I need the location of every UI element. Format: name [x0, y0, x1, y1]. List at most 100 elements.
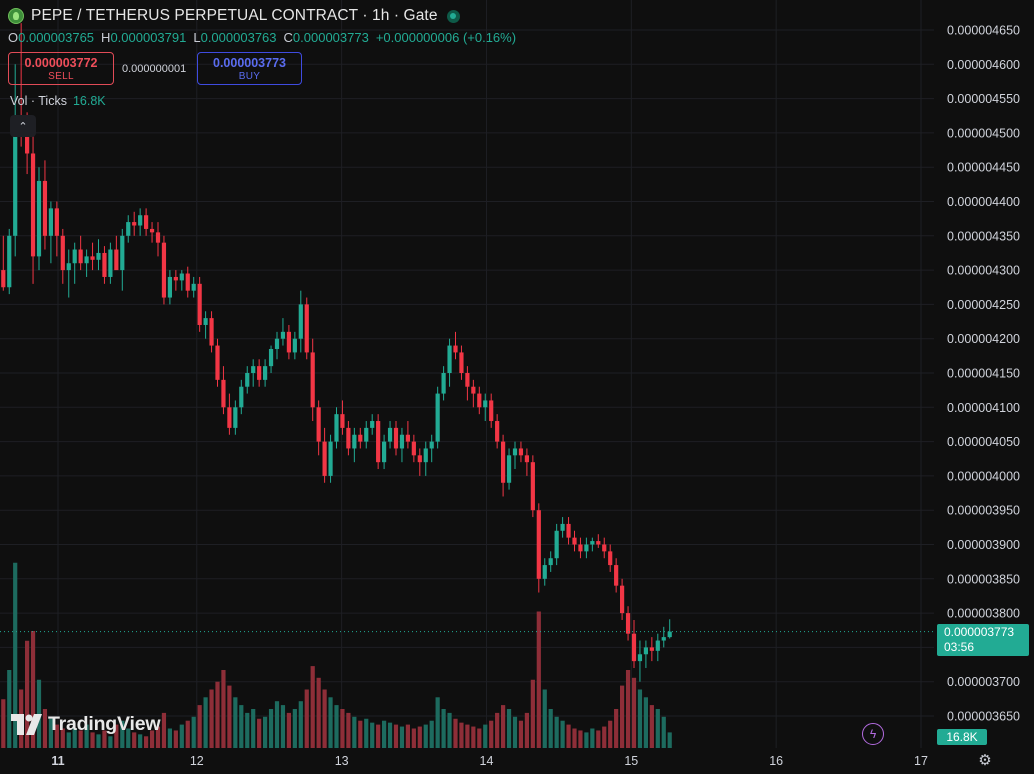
volume-bar — [149, 730, 155, 748]
price-tick-label: 0.000004300 — [947, 264, 1020, 278]
volume-bar — [608, 720, 613, 748]
candle — [310, 338, 315, 422]
symbol-title[interactable]: PEPE / TETHERUS PERPETUAL CONTRACT · 1h … — [31, 7, 438, 24]
volume-bar — [233, 697, 238, 748]
volume-bar — [179, 724, 184, 748]
volume-bar — [114, 724, 119, 748]
volume-legend-value: 16.8K — [72, 94, 106, 108]
volume-bar — [316, 677, 321, 748]
time-tick-label: 17 — [914, 754, 928, 768]
candle — [643, 640, 648, 668]
candle — [584, 537, 589, 559]
candle — [453, 331, 458, 360]
close-label: C — [283, 30, 293, 45]
flash-icon: ϟ — [869, 727, 877, 741]
volume-bar — [649, 705, 654, 748]
close-value: 0.000003773 — [292, 30, 369, 45]
tradingview-logo[interactable]: TradingView — [11, 713, 161, 736]
volume-bar — [447, 712, 452, 748]
volume-bar — [286, 712, 291, 748]
volume-bar — [280, 705, 286, 748]
price-tick-label: 0.000004400 — [947, 195, 1020, 209]
candle — [447, 338, 452, 387]
volume-bar — [274, 701, 280, 748]
price-axis[interactable]: 0.000004650 0.000004600 0.000004550 0.00000… — [947, 24, 1020, 724]
volume-bar — [346, 712, 351, 748]
volume-bar — [120, 720, 125, 748]
volume-bar — [138, 734, 143, 748]
candle — [90, 242, 95, 271]
volume-bar — [560, 720, 565, 748]
candle — [483, 393, 488, 422]
time-axis[interactable]: 11 12 13 14 15 16 17 — [51, 754, 928, 768]
volume-bar — [501, 705, 506, 748]
volume-bar — [334, 705, 339, 748]
candle — [298, 290, 303, 353]
volume-bar — [435, 697, 440, 748]
volume-bar — [459, 722, 464, 748]
volume-bar — [584, 732, 589, 748]
volume-bar — [483, 724, 488, 748]
volume-bar — [423, 724, 428, 748]
candle — [471, 379, 476, 408]
candle — [316, 400, 321, 456]
volume-bar — [411, 728, 416, 748]
time-tick-label: 16 — [769, 754, 783, 768]
bar-countdown: 03:56 — [944, 640, 975, 654]
tradingview-logo-text: TradingView — [48, 713, 161, 735]
candle — [203, 311, 208, 339]
ohlc-legend: O0.000003765 H0.000003791 L0.000003763 C… — [8, 30, 516, 45]
volume-bar — [364, 718, 369, 748]
price-tick-label: 0.000003900 — [947, 538, 1020, 552]
volume-bar — [554, 716, 559, 748]
volume-bar — [126, 728, 131, 748]
volume-legend[interactable]: Vol · Ticks 16.8K — [10, 94, 106, 108]
volume-bar — [197, 705, 202, 748]
volume-bar — [399, 726, 405, 748]
candle — [132, 211, 137, 236]
candle — [501, 434, 506, 497]
volume-bar — [13, 562, 18, 748]
volume-bar — [667, 732, 672, 748]
volume-bar — [292, 709, 297, 748]
volume-bar — [96, 734, 101, 748]
candle — [268, 345, 274, 373]
buy-button[interactable]: 0.000003773 BUY — [197, 52, 302, 85]
volume-bar — [7, 670, 12, 748]
candle — [149, 222, 155, 243]
candle — [179, 270, 184, 291]
candle — [334, 407, 339, 449]
volume-bar — [620, 685, 625, 748]
chart-settings-button[interactable]: ⚙ — [976, 751, 994, 769]
candle — [506, 448, 512, 490]
volume-bar — [524, 712, 529, 748]
flash-button[interactable]: ϟ — [862, 723, 884, 745]
candle — [661, 626, 666, 648]
candle — [144, 208, 149, 236]
volume-bar — [405, 724, 410, 748]
candle — [614, 558, 619, 593]
volume-bar — [465, 724, 470, 748]
volume-bar — [66, 732, 71, 748]
volume-bar — [417, 726, 422, 748]
sell-button[interactable]: 0.000003772 SELL — [8, 52, 114, 85]
time-tick-label: 11 — [51, 754, 64, 768]
candle — [364, 421, 369, 449]
volume-bar — [167, 728, 172, 748]
candle — [423, 441, 428, 476]
candle — [78, 235, 83, 271]
time-tick-label: 13 — [335, 754, 349, 768]
candle — [66, 249, 71, 298]
price-tick-label: 0.000004100 — [947, 401, 1020, 415]
candle — [102, 246, 107, 284]
collapse-indicator-button[interactable]: ⌃ — [10, 115, 36, 137]
volume-bar — [257, 718, 262, 748]
symbol-header[interactable]: PEPE / TETHERUS PERPETUAL CONTRACT · 1h … — [8, 6, 460, 26]
volume-bar — [173, 730, 178, 748]
volume-bar — [90, 732, 95, 748]
candle — [518, 441, 524, 463]
candle — [72, 242, 77, 284]
high-value: 0.000003791 — [110, 30, 187, 45]
